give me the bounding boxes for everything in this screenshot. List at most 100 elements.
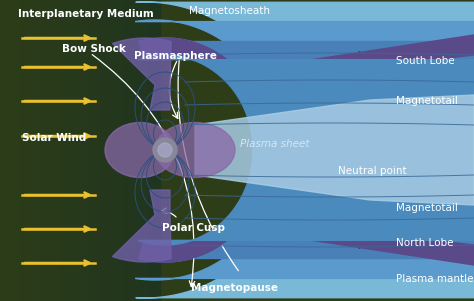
- Bar: [114, 0, 115, 301]
- Bar: [34, 0, 35, 301]
- Bar: [102, 0, 104, 301]
- Bar: [37, 0, 38, 301]
- Bar: [127, 0, 128, 301]
- Bar: [135, 0, 136, 301]
- Bar: [72, 0, 73, 301]
- Bar: [128, 0, 129, 301]
- Text: Magnetopause: Magnetopause: [191, 283, 279, 293]
- Bar: [45, 0, 46, 301]
- Bar: [71, 0, 72, 301]
- Bar: [8, 0, 9, 301]
- Polygon shape: [227, 217, 474, 265]
- Polygon shape: [227, 35, 474, 83]
- Bar: [27, 0, 29, 301]
- Bar: [29, 0, 30, 301]
- Bar: [117, 0, 118, 301]
- Bar: [154, 0, 155, 301]
- Text: Magnetotail: Magnetotail: [396, 96, 458, 106]
- Bar: [118, 0, 120, 301]
- Bar: [155, 0, 157, 301]
- Ellipse shape: [155, 123, 235, 178]
- Bar: [3, 0, 5, 301]
- Bar: [22, 0, 24, 301]
- Bar: [115, 0, 117, 301]
- Bar: [109, 0, 110, 301]
- Bar: [88, 0, 90, 301]
- Bar: [112, 0, 114, 301]
- Bar: [125, 0, 127, 301]
- Circle shape: [158, 143, 172, 157]
- Bar: [21, 0, 22, 301]
- Text: Magnetotail: Magnetotail: [396, 203, 458, 213]
- Bar: [85, 0, 86, 301]
- Bar: [46, 0, 48, 301]
- Bar: [133, 0, 135, 301]
- Polygon shape: [139, 217, 239, 262]
- Bar: [142, 0, 144, 301]
- Bar: [98, 0, 99, 301]
- Bar: [40, 0, 42, 301]
- Bar: [69, 0, 71, 301]
- Bar: [14, 0, 16, 301]
- Bar: [51, 0, 53, 301]
- Bar: [99, 0, 101, 301]
- Bar: [83, 0, 85, 301]
- Bar: [63, 0, 64, 301]
- Bar: [141, 0, 142, 301]
- Bar: [55, 0, 56, 301]
- Bar: [110, 0, 112, 301]
- Polygon shape: [138, 55, 474, 245]
- Polygon shape: [112, 38, 171, 110]
- Polygon shape: [139, 38, 474, 262]
- Bar: [91, 0, 93, 301]
- Bar: [136, 0, 137, 301]
- Bar: [104, 0, 106, 301]
- Bar: [131, 0, 133, 301]
- Bar: [96, 0, 98, 301]
- Bar: [24, 0, 26, 301]
- Bar: [67, 0, 69, 301]
- Bar: [56, 0, 58, 301]
- Bar: [59, 0, 61, 301]
- Bar: [75, 0, 77, 301]
- Bar: [94, 0, 96, 301]
- Polygon shape: [136, 2, 474, 298]
- Bar: [78, 0, 80, 301]
- Text: Plasmasphere: Plasmasphere: [134, 51, 217, 61]
- Text: Bow Shock: Bow Shock: [62, 44, 126, 54]
- Bar: [18, 0, 19, 301]
- Bar: [122, 0, 123, 301]
- Bar: [106, 0, 107, 301]
- Polygon shape: [112, 190, 171, 262]
- Bar: [90, 0, 91, 301]
- Bar: [101, 0, 102, 301]
- Polygon shape: [136, 20, 474, 280]
- Bar: [65, 0, 67, 301]
- Text: Magnetosheath: Magnetosheath: [190, 6, 271, 16]
- Bar: [11, 0, 13, 301]
- Bar: [0, 0, 1, 301]
- Bar: [53, 0, 55, 301]
- Bar: [129, 0, 131, 301]
- Text: Plasma sheet: Plasma sheet: [240, 139, 310, 149]
- Bar: [1, 0, 3, 301]
- Bar: [158, 0, 160, 301]
- Text: Plasma mantle: Plasma mantle: [396, 274, 474, 284]
- Bar: [26, 0, 27, 301]
- Bar: [139, 0, 141, 301]
- Bar: [50, 0, 51, 301]
- Ellipse shape: [105, 123, 175, 178]
- Bar: [43, 0, 45, 301]
- Polygon shape: [195, 95, 474, 205]
- Bar: [77, 0, 78, 301]
- Bar: [107, 0, 109, 301]
- Text: Polar Cusp: Polar Cusp: [162, 223, 225, 233]
- Bar: [149, 0, 150, 301]
- Text: Neutral point: Neutral point: [338, 166, 407, 176]
- Bar: [123, 0, 125, 301]
- Bar: [147, 0, 149, 301]
- Bar: [9, 0, 11, 301]
- Bar: [146, 0, 147, 301]
- Bar: [58, 0, 59, 301]
- Bar: [5, 0, 7, 301]
